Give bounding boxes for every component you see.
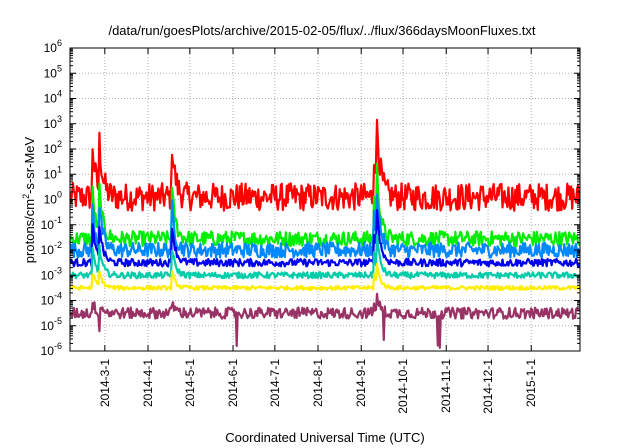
y-axis-label: protons/cm2-s-sr-MeV: [21, 136, 37, 263]
series-line: [70, 262, 580, 291]
x-tick-label: 2014-8-1: [311, 359, 325, 407]
y-tick-label: 106: [44, 38, 62, 55]
series-line: [70, 292, 580, 349]
chart-title: /data/run/goesPlots/archive/2015-02-05/f…: [108, 23, 535, 38]
series-line: [70, 162, 580, 248]
y-tick-label: 104: [44, 89, 62, 106]
y-tick-label: 102: [44, 139, 62, 156]
series-line: [70, 118, 580, 212]
x-tick-label: 2014-6-1: [226, 359, 240, 407]
x-tick-label: 2014-9-1: [354, 359, 368, 407]
y-tick-label: 105: [44, 63, 62, 80]
x-axis-label: Coordinated Universal Time (UTC): [225, 430, 424, 445]
x-axis: 2014-3-1 2014-4-1 2014-5-1 2014-6-1 2014-7-1…: [98, 48, 538, 414]
x-tick-label: 2014-12-1: [481, 359, 495, 414]
y-tick-label: 10-2: [41, 240, 62, 257]
y-axis-label-superscript: 2: [21, 194, 31, 199]
y-tick-label: 10-1: [41, 215, 62, 232]
series-line: [70, 193, 580, 259]
y-tick-label: 10-6: [41, 341, 62, 358]
x-tick-label: 2014-10-1: [396, 359, 410, 414]
series-line: [70, 234, 580, 280]
x-tick-label: 2015-1-1: [524, 359, 538, 407]
x-tick-label: 2014-11-1: [439, 359, 453, 413]
series-line: [70, 209, 580, 268]
x-tick-label: 2014-7-1: [268, 359, 282, 407]
y-tick-label: 10-4: [41, 291, 62, 308]
x-tick-label: 2014-5-1: [183, 359, 197, 407]
y-tick-label: 10-5: [41, 316, 62, 333]
y-tick-label: 103: [44, 114, 62, 131]
y-tick-label: 101: [44, 164, 62, 181]
series-group: [70, 118, 580, 349]
x-tick-label: 2014-3-1: [98, 359, 112, 407]
x-tick-label: 2014-4-1: [141, 359, 155, 407]
y-tick-label: 100: [44, 190, 62, 207]
y-axis-label-prefix: protons/cm: [22, 199, 37, 263]
y-axis: 10-6 10-5 10-4 10-3 10-2 10-1 100 101 102 103 104 1…: [41, 38, 580, 358]
y-tick-label: 10-3: [41, 265, 62, 282]
y-axis-label-suffix: -s-sr-MeV: [22, 136, 37, 193]
plot-area: [70, 118, 580, 349]
